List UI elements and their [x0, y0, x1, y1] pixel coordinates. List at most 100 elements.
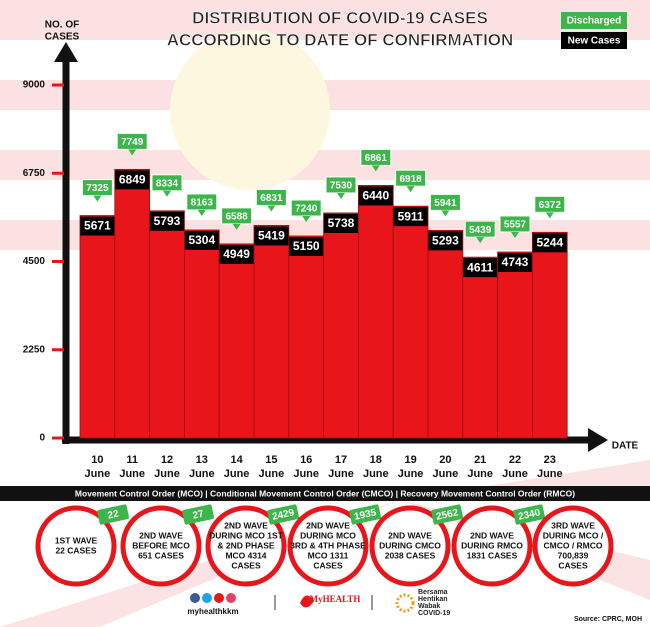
wave-circle	[369, 505, 451, 587]
x-tick-label: 18 June	[363, 454, 389, 480]
value-label-box	[428, 231, 463, 251]
discharged-pointer	[163, 190, 171, 197]
wave-badge-value: 22	[107, 508, 121, 521]
value-label-box	[532, 233, 567, 253]
wave-text: DURING MCO	[300, 530, 356, 540]
value-label-box	[150, 211, 184, 231]
value-label: 5419	[258, 229, 285, 243]
value-label-box	[498, 252, 532, 272]
wave-text: 2ND WAVE	[306, 520, 350, 530]
wave-circle	[205, 505, 287, 587]
bar	[183, 229, 220, 439]
value-label: 5671	[84, 219, 111, 233]
bar	[149, 210, 185, 439]
bar	[532, 231, 568, 439]
value-label-box	[254, 226, 289, 246]
source: Source: CPRC, MOH	[574, 616, 642, 623]
wave-badge	[267, 504, 299, 525]
wave-circle	[287, 505, 369, 587]
x-tick-label: 15 June	[259, 454, 285, 480]
banner-bg	[0, 486, 650, 501]
bar	[323, 212, 359, 439]
wave-text: 700,839	[558, 550, 589, 560]
discharged-value: 8334	[156, 178, 179, 189]
wave-text: DURING MCO /	[543, 530, 604, 540]
value-label: 5738	[328, 216, 355, 230]
y-tick-label: 2250	[23, 344, 46, 355]
wave-badge-value: 27	[192, 508, 206, 521]
discharged-value: 5941	[434, 198, 457, 209]
wave-text: CASES	[231, 560, 261, 570]
wave-badge	[431, 504, 463, 525]
discharged-pointer	[406, 186, 415, 193]
wave-badge-value: 1935	[353, 507, 377, 522]
value-label: 4949	[223, 247, 250, 261]
chart-title: DISTRIBUTION OF COVID-19 CASES	[192, 8, 488, 27]
value-label: 5793	[154, 214, 181, 228]
wave-badge	[349, 504, 381, 525]
value-label: 5293	[432, 234, 459, 248]
wave-text: CASES	[558, 560, 588, 570]
bar	[288, 235, 324, 439]
y-axis-arrow	[54, 42, 78, 62]
wave-text: 3RD & 4TH PHASE	[290, 540, 366, 550]
wave-text: 1ST WAVE	[55, 535, 98, 545]
bar	[462, 256, 498, 439]
discharged-pointer	[302, 216, 311, 223]
legend-swatch	[561, 32, 627, 49]
discharged-value: 7530	[330, 181, 353, 192]
social-icon	[226, 593, 236, 603]
value-label: 5244	[536, 235, 563, 249]
wave-text: CASES	[313, 560, 343, 570]
discharged-pointer	[337, 192, 345, 199]
wave-text: DURING MCO 1ST	[209, 530, 283, 540]
social-icon	[202, 593, 212, 603]
discharged-pointer	[128, 149, 137, 156]
discharged-pointer	[441, 210, 450, 217]
campaign-text: Wabak	[418, 603, 440, 610]
discharged-value: 7749	[121, 137, 144, 148]
wave-badge	[182, 504, 214, 525]
campaign-text: Bersama	[418, 589, 448, 596]
wave-circle	[532, 505, 614, 587]
x-tick-label: 23 June	[537, 454, 563, 480]
x-axis-arrow	[588, 428, 608, 452]
bar	[218, 243, 255, 439]
bar	[114, 168, 151, 439]
value-label: 4611	[467, 260, 493, 274]
x-tick-label: 17 June	[328, 454, 354, 480]
y-tick-label: 4500	[23, 256, 46, 267]
value-label-box	[358, 186, 393, 206]
discharged-pointer	[267, 205, 276, 212]
social-handle: myhealthkkm	[187, 607, 238, 616]
value-label: 6440	[362, 189, 389, 203]
bar	[497, 251, 533, 439]
value-label: 5911	[398, 209, 424, 223]
legend-swatch	[561, 12, 627, 29]
wave-badge-value: 2562	[435, 507, 459, 522]
discharged-value: 5439	[469, 225, 492, 236]
x-tick-label: 12 June	[154, 454, 180, 480]
wave-text: DURING CMCO	[379, 540, 441, 550]
wave-text: MCO 1311	[308, 550, 349, 560]
value-label-box	[184, 230, 219, 250]
wave-text: 2ND WAVE	[139, 530, 183, 540]
discharged-value: 6861	[365, 153, 388, 164]
social-icon	[190, 593, 200, 603]
bar	[427, 229, 464, 439]
wave-badge	[513, 504, 545, 525]
wave-text: 2ND WAVE	[224, 520, 268, 530]
wave-text: & 2ND PHASE	[217, 540, 274, 550]
wave-text: 2038 CASES	[385, 550, 436, 560]
discharged-pointer	[476, 237, 485, 244]
discharged-pointer	[232, 223, 241, 230]
discharged-value: 7240	[295, 204, 318, 215]
wave-text: 3RD WAVE	[551, 520, 595, 530]
bar	[79, 215, 116, 439]
wave-text: 2ND WAVE	[470, 530, 514, 540]
bar	[392, 205, 429, 439]
discharged-value: 5557	[504, 220, 527, 231]
wave-text: CMCO / RMCO	[543, 540, 602, 550]
chart-title: ACCORDING TO DATE OF CONFIRMATION	[167, 30, 514, 49]
